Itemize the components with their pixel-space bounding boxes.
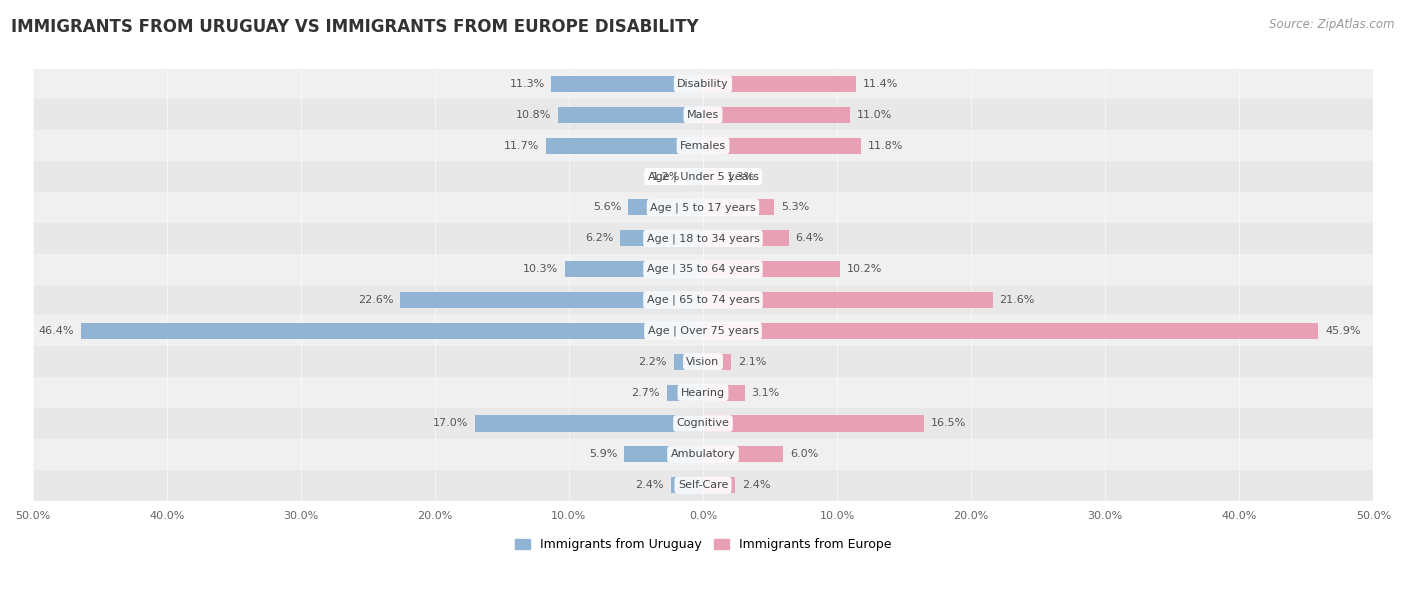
Text: 5.6%: 5.6% xyxy=(593,203,621,212)
Text: 1.3%: 1.3% xyxy=(727,171,755,182)
Text: 3.1%: 3.1% xyxy=(751,387,779,398)
Bar xyxy=(673,354,703,370)
Bar xyxy=(32,346,1374,377)
Bar xyxy=(703,354,731,370)
Text: 5.3%: 5.3% xyxy=(780,203,808,212)
Bar xyxy=(688,168,703,185)
Text: Age | Under 5 years: Age | Under 5 years xyxy=(648,171,758,182)
Text: Age | 5 to 17 years: Age | 5 to 17 years xyxy=(650,202,756,213)
Bar xyxy=(703,323,1319,339)
Text: Source: ZipAtlas.com: Source: ZipAtlas.com xyxy=(1270,18,1395,31)
Bar xyxy=(32,99,1374,130)
Bar xyxy=(620,230,703,247)
Text: Vision: Vision xyxy=(686,357,720,367)
Text: 11.0%: 11.0% xyxy=(858,110,893,120)
Bar xyxy=(32,254,1374,285)
Text: Age | Over 75 years: Age | Over 75 years xyxy=(648,326,758,336)
Bar xyxy=(666,384,703,401)
Bar xyxy=(703,107,851,123)
Text: IMMIGRANTS FROM URUGUAY VS IMMIGRANTS FROM EUROPE DISABILITY: IMMIGRANTS FROM URUGUAY VS IMMIGRANTS FR… xyxy=(11,18,699,36)
Text: 21.6%: 21.6% xyxy=(1000,295,1035,305)
Bar xyxy=(32,130,1374,161)
Bar xyxy=(32,161,1374,192)
Text: 2.1%: 2.1% xyxy=(738,357,766,367)
Text: 6.4%: 6.4% xyxy=(796,233,824,244)
Bar xyxy=(703,138,862,154)
Text: 6.0%: 6.0% xyxy=(790,449,818,460)
Text: 10.3%: 10.3% xyxy=(523,264,558,274)
Bar xyxy=(475,416,703,431)
Text: Females: Females xyxy=(681,141,725,151)
Text: Cognitive: Cognitive xyxy=(676,419,730,428)
Text: Self-Care: Self-Care xyxy=(678,480,728,490)
Bar xyxy=(546,138,703,154)
Bar xyxy=(703,261,839,277)
Text: 45.9%: 45.9% xyxy=(1324,326,1361,336)
Bar xyxy=(703,477,735,493)
Bar xyxy=(32,315,1374,346)
Bar xyxy=(703,230,789,247)
Text: 2.2%: 2.2% xyxy=(638,357,666,367)
Bar xyxy=(703,384,745,401)
Bar xyxy=(703,446,783,463)
Text: 2.4%: 2.4% xyxy=(636,480,664,490)
Text: 11.7%: 11.7% xyxy=(505,141,540,151)
Bar xyxy=(32,223,1374,254)
Bar xyxy=(32,69,1374,99)
Bar xyxy=(628,200,703,215)
Text: 46.4%: 46.4% xyxy=(39,326,75,336)
Text: Disability: Disability xyxy=(678,79,728,89)
Text: Age | 65 to 74 years: Age | 65 to 74 years xyxy=(647,295,759,305)
Text: 11.8%: 11.8% xyxy=(868,141,903,151)
Text: 11.4%: 11.4% xyxy=(862,79,898,89)
Text: 22.6%: 22.6% xyxy=(357,295,394,305)
Bar xyxy=(551,76,703,92)
Text: 11.3%: 11.3% xyxy=(509,79,544,89)
Text: Males: Males xyxy=(688,110,718,120)
Bar xyxy=(32,439,1374,470)
Text: 6.2%: 6.2% xyxy=(585,233,613,244)
Bar xyxy=(703,76,856,92)
Text: 5.9%: 5.9% xyxy=(589,449,617,460)
Bar xyxy=(703,168,720,185)
Bar xyxy=(32,408,1374,439)
Bar xyxy=(565,261,703,277)
Bar xyxy=(703,292,993,308)
Text: 1.2%: 1.2% xyxy=(652,171,681,182)
Legend: Immigrants from Uruguay, Immigrants from Europe: Immigrants from Uruguay, Immigrants from… xyxy=(509,534,897,556)
Text: Age | 35 to 64 years: Age | 35 to 64 years xyxy=(647,264,759,274)
Text: Ambulatory: Ambulatory xyxy=(671,449,735,460)
Text: 16.5%: 16.5% xyxy=(931,419,966,428)
Text: 2.4%: 2.4% xyxy=(742,480,770,490)
Bar xyxy=(703,416,924,431)
Bar xyxy=(32,285,1374,315)
Text: Hearing: Hearing xyxy=(681,387,725,398)
Bar xyxy=(671,477,703,493)
Text: 10.8%: 10.8% xyxy=(516,110,551,120)
Bar xyxy=(32,470,1374,501)
Text: 17.0%: 17.0% xyxy=(433,419,468,428)
Text: 10.2%: 10.2% xyxy=(846,264,882,274)
Bar xyxy=(703,200,775,215)
Text: 2.7%: 2.7% xyxy=(631,387,659,398)
Text: Age | 18 to 34 years: Age | 18 to 34 years xyxy=(647,233,759,244)
Bar xyxy=(399,292,703,308)
Bar xyxy=(82,323,703,339)
Bar xyxy=(558,107,703,123)
Bar xyxy=(624,446,703,463)
Bar xyxy=(32,377,1374,408)
Bar xyxy=(32,192,1374,223)
